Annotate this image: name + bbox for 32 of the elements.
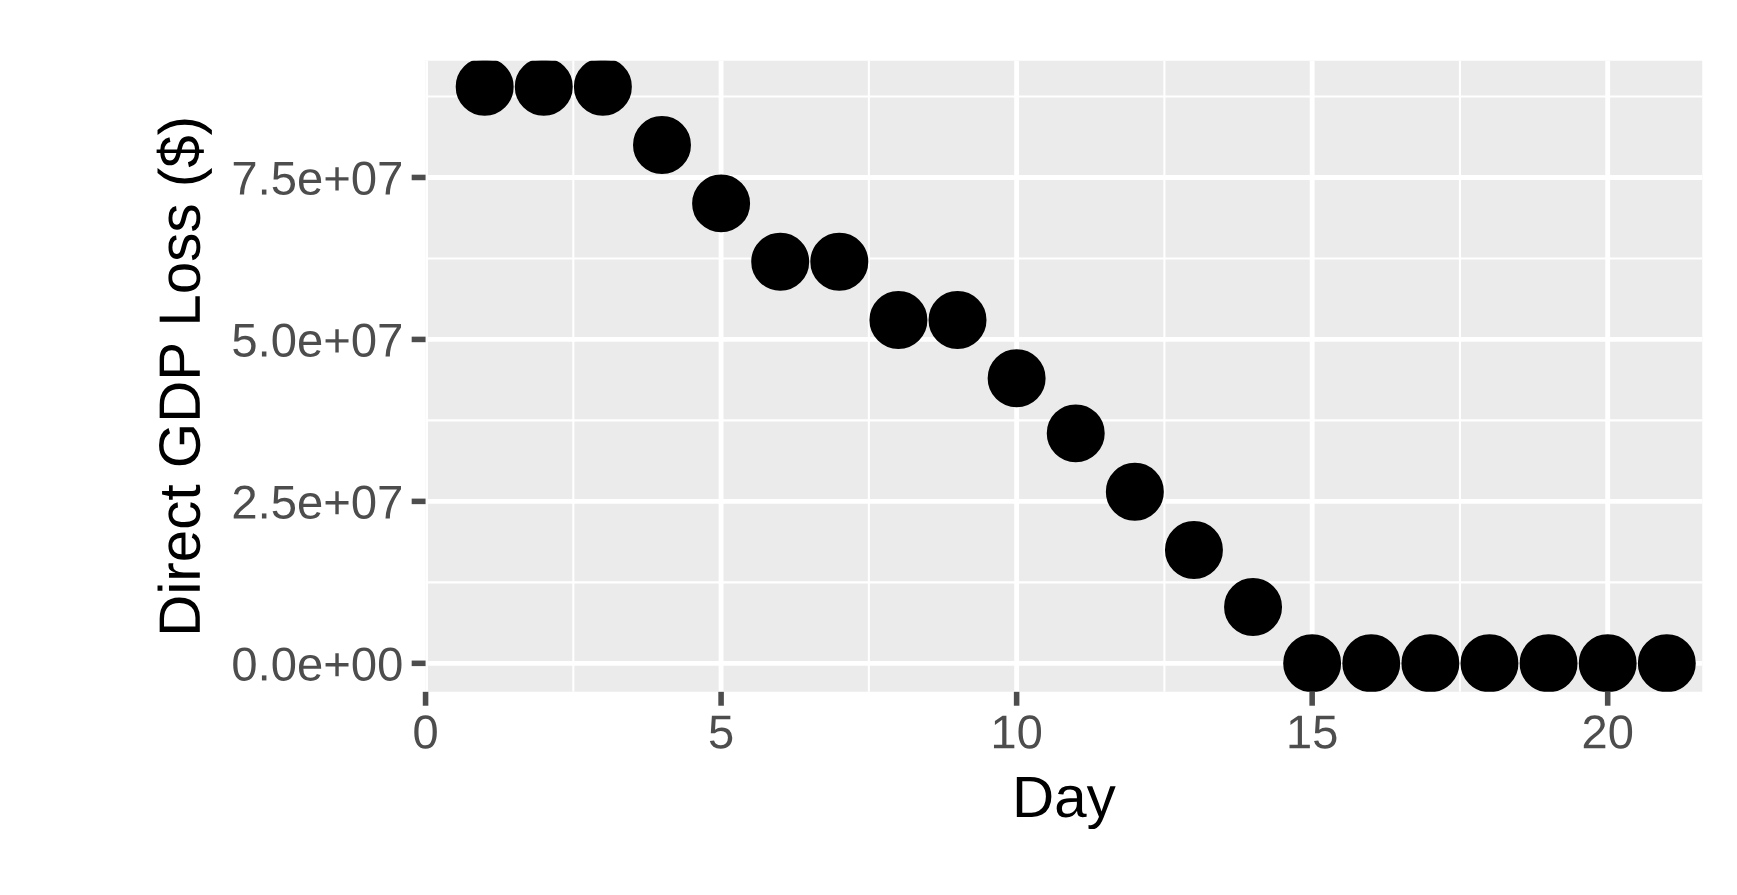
point (1637, 634, 1696, 692)
point (455, 60, 514, 116)
x-tick-label: 5 (709, 715, 733, 749)
y-tick-label: 2.5e+07 (233, 485, 401, 519)
x-tick-label: 0 (414, 715, 437, 749)
x-tick-label: 20 (1583, 715, 1633, 749)
point (692, 174, 751, 233)
point (810, 232, 869, 291)
x-tick-label: 10 (993, 715, 1042, 749)
point (1578, 634, 1637, 692)
point (1401, 634, 1460, 692)
point (1224, 577, 1283, 636)
point (1046, 404, 1105, 463)
x-tick-label: 15 (1289, 715, 1337, 749)
y-tick-label: 0.0e+00 (233, 647, 402, 681)
y-axis-title: Direct GDP Loss ($) (156, 119, 212, 632)
point (573, 60, 632, 116)
point (1164, 520, 1223, 579)
point (1283, 634, 1342, 692)
point (633, 116, 691, 175)
point (869, 291, 928, 349)
point (928, 291, 987, 349)
y-tick-label: 5.0e+07 (233, 323, 401, 357)
point (751, 232, 810, 291)
y-tick-label: 7.5e+07 (233, 161, 401, 196)
point (1342, 634, 1401, 692)
point (1460, 634, 1519, 692)
point (1105, 462, 1164, 521)
point (987, 349, 1046, 408)
x-axis-title: Day (1016, 776, 1116, 830)
point (514, 60, 573, 116)
point (1519, 634, 1578, 692)
